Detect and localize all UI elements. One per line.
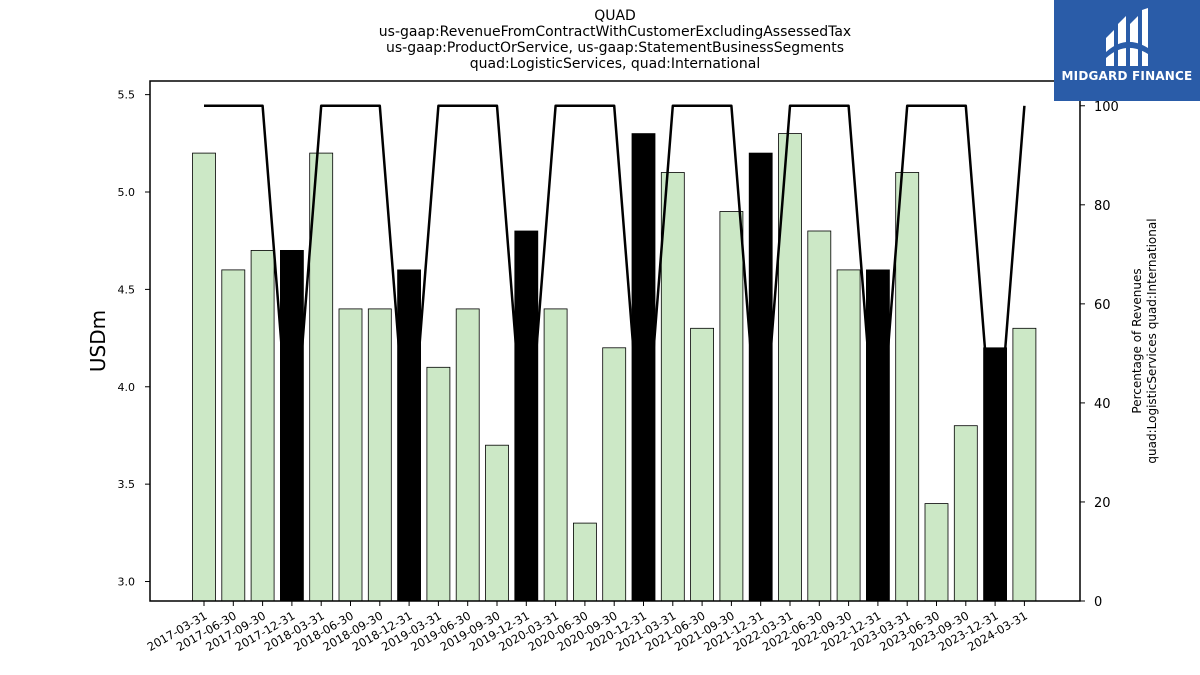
title-line: us-gaap:ProductOrService, us-gaap:Statem… (386, 40, 844, 56)
logo-text: MIDGARD FINANCE (1061, 69, 1193, 83)
chart-title: QUADus-gaap:RevenueFromContractWithCusto… (379, 8, 851, 72)
bar (192, 152, 216, 602)
y2-tick-label: 20 (1094, 496, 1111, 511)
bar (719, 211, 744, 602)
bar (221, 269, 246, 602)
bar (455, 308, 480, 602)
bar (924, 503, 949, 602)
bar (573, 522, 597, 602)
bar (895, 172, 920, 602)
bar (367, 308, 392, 602)
percentage-line-layer (204, 104, 1026, 479)
y-axis-right: 0 20 40 60 80 100 (1080, 100, 1119, 610)
midgard-finance-logo: MIDGARD FINANCE (1054, 0, 1200, 101)
bar (250, 249, 275, 602)
y2-tick-label: 0 (1094, 595, 1102, 610)
y2-axis-label: Percentage of Revenues quad:LogisticServi… (1130, 218, 1159, 463)
y2-label-line: Percentage of Revenues (1130, 268, 1144, 413)
bar (660, 172, 685, 602)
bar (836, 269, 861, 602)
y-tick-label: 5.5 (118, 89, 136, 102)
y2-tick-label: 100 (1094, 100, 1119, 115)
bar (807, 230, 832, 602)
y-tick-label: 5.0 (118, 186, 136, 199)
title-line: us-gaap:RevenueFromContractWithCustomerE… (379, 24, 851, 40)
bar (338, 308, 363, 602)
bar (953, 425, 978, 602)
bar (543, 308, 568, 602)
title-line: quad:LogisticServices, quad:Internationa… (470, 56, 760, 72)
bar (866, 269, 890, 602)
bar (279, 249, 304, 602)
bar (1012, 327, 1037, 602)
bar (690, 327, 714, 602)
logo-mark-icon (1106, 8, 1148, 66)
y2-label-line: quad:LogisticServices quad:International (1145, 218, 1159, 463)
y2-tick-label: 60 (1094, 298, 1111, 313)
bar (397, 269, 422, 602)
title-line: QUAD (594, 8, 636, 24)
plot-frame (149, 80, 1081, 602)
y-tick-label: 3.5 (118, 478, 136, 491)
bar (514, 230, 539, 602)
bar (602, 347, 627, 602)
percentage-line (204, 104, 1026, 479)
bar (426, 366, 451, 602)
y-tick-label: 4.5 (118, 283, 136, 296)
y-axis-left: 3.0 3.5 4.0 4.5 5.0 5.5 (118, 89, 150, 589)
y2-tick-label: 40 (1094, 397, 1111, 412)
y2-tick-label: 80 (1094, 199, 1111, 214)
bar (485, 444, 509, 602)
y-axis-label: USDm (86, 310, 110, 372)
y-tick-label: 3.0 (118, 576, 136, 589)
y-tick-label: 4.0 (118, 381, 136, 394)
bars-layer (192, 133, 1037, 602)
x-axis: 2017-03-312017-06-302017-09-302017-12-31… (145, 601, 1030, 654)
